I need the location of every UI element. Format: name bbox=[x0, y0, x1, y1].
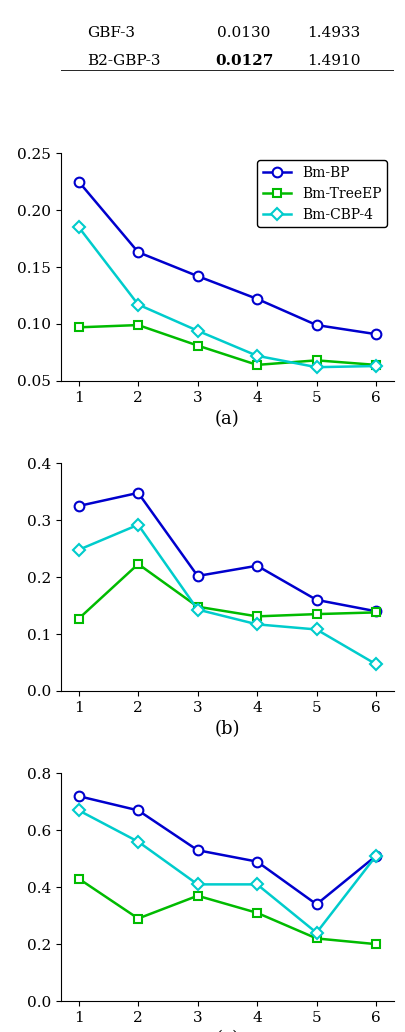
Bm-CBP-4 bbox=[76, 544, 81, 556]
Text: GBF-3: GBF-3 bbox=[87, 26, 135, 40]
Bm-TreeEP bbox=[195, 601, 200, 613]
Bm-CBP-4 bbox=[195, 604, 200, 616]
Line: Bm-CBP-4: Bm-CBP-4 bbox=[75, 520, 379, 669]
Bm-TreeEP bbox=[135, 319, 140, 331]
Bm-CBP-4 bbox=[254, 878, 259, 891]
Bm-BP bbox=[195, 570, 200, 582]
Bm-CBP-4 bbox=[373, 849, 377, 862]
Bm-BP bbox=[313, 319, 318, 331]
Bm-TreeEP bbox=[254, 359, 259, 372]
Bm-BP bbox=[313, 593, 318, 606]
Bm-BP bbox=[373, 328, 377, 341]
Bm-CBP-4 bbox=[313, 361, 318, 374]
Bm-TreeEP bbox=[373, 938, 377, 950]
Line: Bm-BP: Bm-BP bbox=[74, 176, 380, 340]
Text: 1.4933: 1.4933 bbox=[307, 26, 360, 40]
Bm-TreeEP bbox=[195, 890, 200, 902]
Bm-TreeEP bbox=[313, 608, 318, 620]
Bm-BP bbox=[76, 789, 81, 802]
Bm-TreeEP bbox=[195, 340, 200, 352]
Bm-TreeEP bbox=[373, 606, 377, 618]
Text: 0.0130: 0.0130 bbox=[217, 26, 270, 40]
Bm-CBP-4 bbox=[373, 658, 377, 671]
Bm-CBP-4 bbox=[135, 518, 140, 530]
Bm-TreeEP bbox=[254, 907, 259, 920]
Bm-BP bbox=[135, 246, 140, 258]
Bm-TreeEP bbox=[76, 612, 81, 624]
X-axis label: (c): (c) bbox=[215, 1030, 239, 1032]
Bm-TreeEP bbox=[313, 932, 318, 944]
Bm-TreeEP bbox=[373, 359, 377, 372]
Bm-TreeEP bbox=[254, 610, 259, 622]
Bm-BP bbox=[76, 499, 81, 512]
Text: 1.4910: 1.4910 bbox=[307, 54, 360, 68]
Bm-BP bbox=[76, 175, 81, 188]
Bm-TreeEP bbox=[76, 872, 81, 884]
Line: Bm-TreeEP: Bm-TreeEP bbox=[75, 321, 379, 369]
Bm-CBP-4 bbox=[195, 878, 200, 891]
Bm-CBP-4 bbox=[76, 804, 81, 816]
Bm-CBP-4 bbox=[254, 350, 259, 362]
Bm-BP bbox=[135, 804, 140, 816]
Bm-CBP-4 bbox=[313, 623, 318, 636]
Bm-BP bbox=[195, 844, 200, 857]
Bm-BP bbox=[254, 293, 259, 305]
Bm-TreeEP bbox=[313, 354, 318, 366]
Bm-BP bbox=[195, 270, 200, 283]
Line: Bm-CBP-4: Bm-CBP-4 bbox=[75, 806, 379, 937]
Text: B2-GBP-3: B2-GBP-3 bbox=[87, 54, 161, 68]
Line: Bm-TreeEP: Bm-TreeEP bbox=[75, 559, 379, 623]
Bm-CBP-4 bbox=[76, 221, 81, 233]
Text: 0.0127: 0.0127 bbox=[214, 54, 273, 68]
Bm-CBP-4 bbox=[373, 360, 377, 373]
Bm-BP bbox=[254, 559, 259, 572]
Bm-BP bbox=[135, 487, 140, 499]
Line: Bm-TreeEP: Bm-TreeEP bbox=[75, 874, 379, 948]
Bm-CBP-4 bbox=[254, 618, 259, 631]
Bm-BP bbox=[373, 849, 377, 862]
Line: Bm-CBP-4: Bm-CBP-4 bbox=[75, 223, 379, 372]
X-axis label: (b): (b) bbox=[214, 720, 239, 738]
Bm-TreeEP bbox=[135, 912, 140, 925]
Line: Bm-BP: Bm-BP bbox=[74, 488, 380, 616]
Bm-CBP-4 bbox=[135, 298, 140, 311]
Bm-BP bbox=[373, 605, 377, 617]
Bm-TreeEP bbox=[76, 321, 81, 333]
Line: Bm-BP: Bm-BP bbox=[74, 792, 380, 909]
Bm-CBP-4 bbox=[135, 836, 140, 848]
Bm-BP bbox=[313, 898, 318, 910]
Bm-CBP-4 bbox=[313, 927, 318, 939]
Legend: Bm-BP, Bm-TreeEP, Bm-CBP-4: Bm-BP, Bm-TreeEP, Bm-CBP-4 bbox=[257, 160, 386, 227]
Bm-BP bbox=[254, 856, 259, 868]
X-axis label: (a): (a) bbox=[215, 410, 239, 428]
Bm-TreeEP bbox=[135, 558, 140, 571]
Bm-CBP-4 bbox=[195, 324, 200, 336]
